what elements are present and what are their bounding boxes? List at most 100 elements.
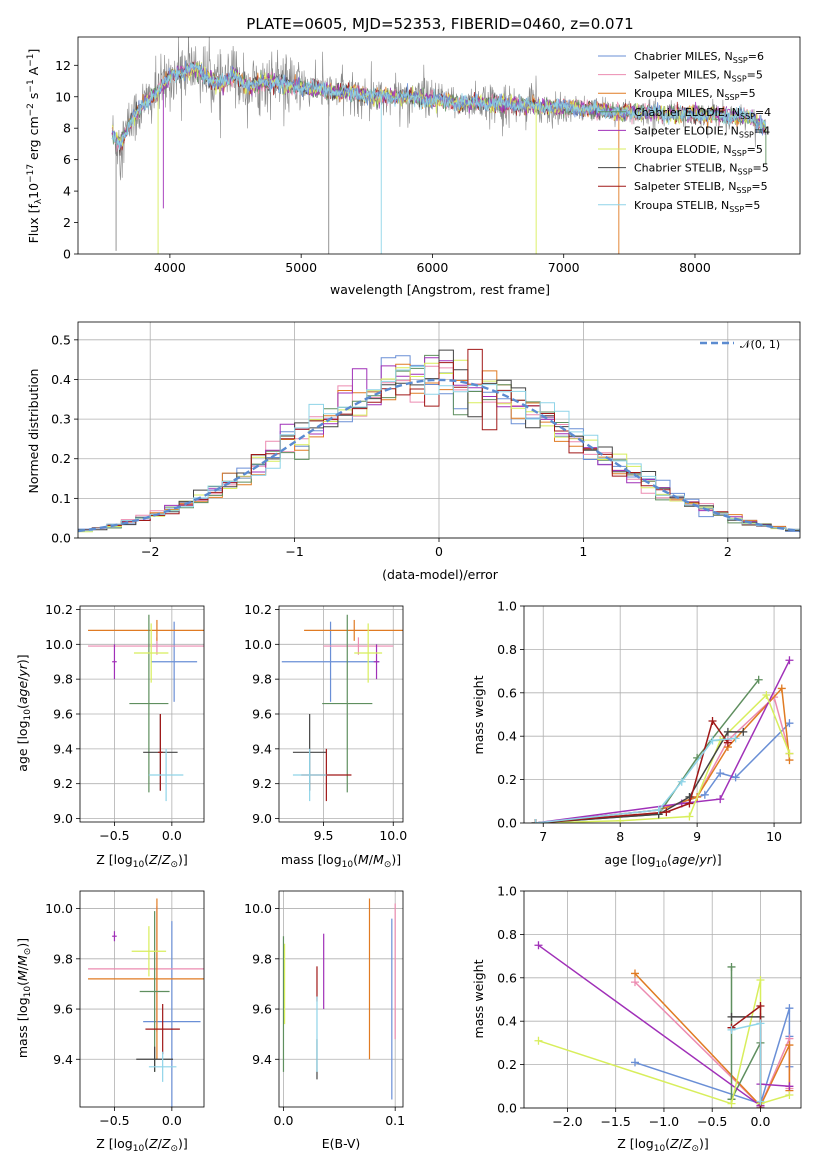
age-vs-z-xtick-label: −0.5 [99,828,129,843]
mass-vs-z-ytick-label: 9.8 [53,951,73,966]
mass-vs-z-xtick-label: −0.5 [99,1113,129,1128]
weight-vs-z-ytick-label: 0.0 [497,1101,517,1116]
residual-ytick-label: 0.3 [51,412,71,427]
legend-sub: SSP [740,112,755,121]
age-vs-mass-ytick-label: 9.0 [252,811,272,826]
weight-vs-z-xtick-label: 0.0 [751,1114,771,1129]
weight-vs-z-point-salpeter-miles [630,978,639,987]
legend-label-kroupa-elodie: Kroupa ELODIE, NSSP=5 [634,143,763,158]
spectrum-panel: PLATE=0605, MJD=52353, FIBERID=0460, z=0… [26,15,801,297]
legend-sub: SSP [729,205,744,214]
mass-vs-z-frame [79,890,205,1108]
weight-vs-z-xlabel: Z [log10(Z/Z⊙)] [617,1136,709,1154]
age-vs-z-panel: −0.5 0.0 9.0 9.2 9.4 9.6 9.8 10.0 10.2 Z [log10(… [15,602,205,870]
weight-vs-age-ytick-label: 0.8 [497,642,517,657]
age-vs-z-xlabel: Z [log10(Z/Z⊙)] [96,852,188,870]
legend-count: =5 [753,162,769,175]
spectrum-ytick-label: 10 [55,89,71,104]
weight-vs-age-point-chabrier-miles [700,790,709,799]
residual-xtick-label: 2 [724,544,732,559]
spectrum-xtick-label: 4000 [154,260,186,275]
mass-vs-z-marks [88,898,204,1107]
weight-vs-z-ytick-label: 0.2 [497,1057,517,1072]
weight-vs-z-point-salpeter-elodie [534,941,543,950]
weight-vs-age-point-chabrier-elodie [754,675,763,684]
weight-vs-age-line-kroupa-elodie [535,693,791,823]
mass-vs-ebv-xtick-label: 0.1 [385,1113,405,1128]
legend-sub: SSP [736,186,751,195]
spectrum-plot-area: 4000 5000 6000 7000 8000 0 2 4 6 8 10 12 [55,36,801,275]
mass-vs-ebv-marks [282,898,396,1100]
weight-vs-age-point-salpeter-stelib [708,717,717,726]
residual-panel: −2 −1 0 1 2 0.0 0.1 0.2 0.3 0.4 0.5 𝒩(0, 1) (data-m… [26,321,801,582]
age-vs-mass-frame [278,605,404,823]
legend-label-salpeter-miles: Salpeter MILES, NSSP=5 [634,69,763,84]
spectrum-legend: Chabrier MILES, NSSP=6 Salpeter MILES, NS… [598,50,771,214]
weight-vs-age-point-salpeter-stelib [723,738,732,747]
spectrum-ytick-label: 8 [63,121,71,136]
spectrum-xtick-label: 5000 [285,260,317,275]
age-vs-mass-xtick-label: 10.0 [379,828,407,843]
residual-ytick-label: 0.2 [51,451,71,466]
weight-vs-age-plot-area: 7 8 9 10 0.0 0.2 0.4 0.6 0.8 1.0 [497,599,802,844]
weight-vs-z-point-chabrier-stelib [727,1012,736,1021]
weight-vs-age-ytick-label: 0.0 [497,816,517,831]
weight-vs-age-xtick-label: 7 [539,829,547,844]
weight-vs-age-xlabel: age [log10(age/yr)] [604,852,721,870]
weight-vs-age-point-chabrier-miles [731,773,740,782]
mass-vs-z-panel: −0.5 0.0 9.4 9.6 9.8 10.0 Z [log10(Z/Z⊙)] mas… [15,890,205,1154]
legend-count: =5 [751,180,767,193]
weight-vs-age-xtick-label: 8 [616,829,624,844]
weight-vs-age-xtick-label: 9 [693,829,701,844]
spectrum-model-salpeter-elodie [111,65,767,146]
residual-ytick-label: 0.0 [51,531,71,546]
weight-vs-age-ytick-label: 0.6 [497,685,517,700]
legend-sub: SSP [739,130,754,139]
weight-vs-z-xtick-label: −0.5 [697,1114,727,1129]
weight-vs-z-point-chabrier-miles [630,1058,639,1067]
weight-vs-z-point-kroupa-elodie [727,1099,736,1108]
mass-vs-z-ylabel: mass [log10(M/M⊙)] [15,938,33,1058]
legend-sub: SSP [733,56,748,65]
mass-vs-z-plot-area: −0.5 0.0 9.4 9.6 9.8 10.0 [45,890,205,1128]
weight-vs-age-ytick-label: 0.2 [497,772,517,787]
weight-vs-age-ylabel: mass weight [471,675,486,754]
age-vs-z-frame [79,605,205,823]
age-vs-z-plot-area: −0.5 0.0 9.0 9.2 9.4 9.6 9.8 10.0 10.2 [45,602,205,843]
mass-vs-ebv-xlabel: E(B-V) [322,1136,361,1151]
weight-vs-age-point-salpeter-elodie [785,656,794,665]
residual-xtick-label: 1 [579,544,587,559]
age-vs-z-ytick-label: 10.2 [45,602,73,617]
weight-vs-z-point-kroupa-miles [785,1041,794,1050]
age-vs-z-ytick-label: 9.0 [53,811,73,826]
weight-vs-z-point-kroupa-stelib [756,1019,765,1028]
weight-vs-age-point-kroupa-elodie [685,812,694,821]
weight-vs-age-point-kroupa-stelib [531,819,540,823]
spectrum-frame [77,36,801,255]
mass-vs-ebv-frame [278,890,404,1108]
residual-xlabel: (data-model)/error [382,567,499,582]
legend-count: =5 [747,143,763,156]
spectrum-model-kroupa-stelib [111,62,767,150]
weight-vs-age-point-kroupa-miles [777,684,786,693]
spectrum-ytick-label: 12 [55,58,71,73]
weight-vs-z-point-kroupa-elodie [785,1090,794,1099]
weight-vs-age-point-kroupa-elodie [785,749,794,758]
age-vs-mass-ytick-label: 10.0 [244,637,272,652]
residual-xtick-label: −1 [285,544,303,559]
legend-count: =5 [747,69,763,82]
weight-vs-age-point-kroupa-stelib [708,736,717,745]
weight-vs-z-point-kroupa-miles [630,969,639,978]
weight-vs-age-point-kroupa-stelib [654,805,663,814]
legend-label-chabrier-miles: Chabrier MILES, NSSP=6 [634,50,764,65]
svg-text:mass [log10(M/M⊙)]: mass [log10(M/M⊙)] [15,938,33,1058]
weight-vs-z-point-kroupa-elodie [756,975,765,984]
svg-text:age [log10(age/yr)]: age [log10(age/yr)] [15,654,33,771]
spectrum-title: PLATE=0605, MJD=52353, FIBERID=0460, z=0… [246,15,633,33]
age-vs-mass-plot-area: 9.5 10.0 9.0 9.2 9.4 9.6 9.8 10.0 10.2 [244,602,407,843]
weight-vs-z-ytick-label: 0.6 [497,970,517,985]
weight-vs-z-ytick-label: 0.8 [497,927,517,942]
weight-vs-age-ytick-label: 1.0 [497,599,517,614]
weight-vs-age-point-salpeter-stelib [685,799,694,808]
